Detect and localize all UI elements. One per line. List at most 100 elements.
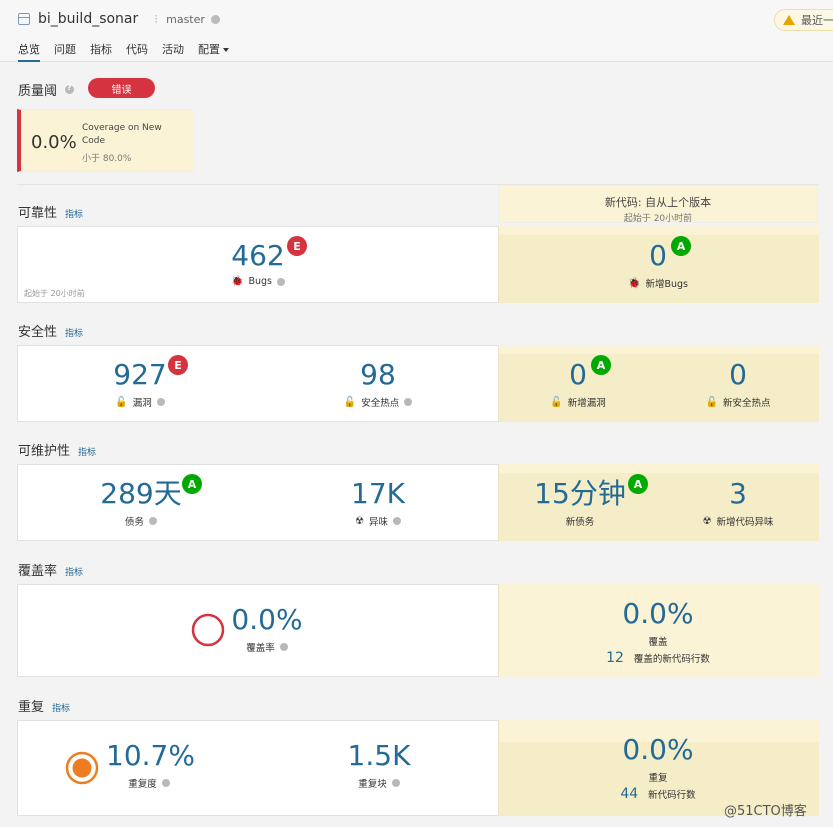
vulnerabilities-value[interactable]: 927 <box>113 358 167 391</box>
new-code-column <box>498 720 819 816</box>
new-bugs-metric[interactable]: 0 🐞 新增Bugs <box>608 239 708 291</box>
project-name[interactable]: bi_build_sonar <box>38 11 139 27</box>
new-bugs-rating[interactable]: A <box>671 236 691 256</box>
section-title-reliability: 可靠性 指标 <box>18 202 83 221</box>
duplications-bubble-ring <box>65 751 99 785</box>
duplication-density-label: 重复度 <box>128 779 157 790</box>
bugs-value[interactable]: 462 <box>231 239 285 272</box>
duplication-density-metric[interactable]: 10.7% 重复度 <box>106 739 195 791</box>
new-coverage-value[interactable]: 0.0% <box>622 597 694 630</box>
duplications-card: 10.7% 重复度 1.5K 重复块 0.0% 重复 44 新代码行数 <box>17 720 819 816</box>
new-vulnerabilities-value[interactable]: 0 <box>569 358 587 391</box>
security-card: 927 🔓 漏洞 E 98 🔓 安全热点 0 🔓 新增漏洞 A 0 🔓 新安全热点 <box>17 345 819 422</box>
coverage-value[interactable]: 0.0% <box>231 603 303 636</box>
code-smells-metric[interactable]: 17K ☢ 异味 <box>328 477 428 529</box>
new-code-smells-value[interactable]: 3 <box>729 477 747 510</box>
duplication-density-value[interactable]: 10.7% <box>106 739 195 772</box>
help-icon[interactable] <box>276 277 285 286</box>
bug-icon: 🐞 <box>231 276 244 287</box>
new-hotspots-value[interactable]: 0 <box>729 358 747 391</box>
reliability-title: 可靠性 <box>18 206 58 221</box>
coverage-title: 覆盖率 <box>18 564 58 579</box>
new-hotspots-label: 新安全热点 <box>722 398 771 409</box>
new-duplications-value[interactable]: 0.0% <box>622 733 694 766</box>
help-icon[interactable] <box>161 779 170 787</box>
help-icon[interactable] <box>149 517 157 525</box>
condition-threshold: 小于 80.0% <box>82 154 132 164</box>
new-vulnerabilities-metric[interactable]: 0 🔓 新增漏洞 <box>533 358 623 410</box>
tab-measures[interactable]: 指标 <box>90 43 112 56</box>
radiation-icon: ☢ <box>355 515 364 527</box>
bugs-metric[interactable]: 462 🐞 Bugs <box>216 241 300 287</box>
new-lines-value[interactable]: 44 <box>620 786 639 802</box>
vulnerabilities-metric[interactable]: 927 🔓 漏洞 <box>98 358 182 410</box>
new-debt-number: 15 <box>534 477 570 510</box>
tab-administration[interactable]: 配置 <box>198 41 229 62</box>
help-icon[interactable] <box>392 517 401 525</box>
condition-metric-name: Coverage on New Code <box>82 123 162 146</box>
debt-metric[interactable]: 289天 债务 <box>86 479 196 529</box>
divider <box>17 184 819 185</box>
bugs-rating[interactable]: E <box>287 236 307 256</box>
reliability-card: 462 🐞 Bugs E 起始于 20小时前 0 🐞 新增Bugs A <box>17 226 819 303</box>
tab-issues[interactable]: 问题 <box>54 43 76 56</box>
chevron-down-icon <box>223 48 229 52</box>
new-bugs-label: 新增Bugs <box>645 279 688 290</box>
code-smells-value[interactable]: 17K <box>351 477 405 510</box>
duplicated-blocks-value[interactable]: 1.5K <box>347 739 411 772</box>
quality-gate-condition[interactable]: 0.0% Coverage on New Code 小于 80.0% <box>17 109 194 172</box>
new-code-smells-metric[interactable]: 3 ☢ 新增代码异味 <box>678 477 798 529</box>
new-coverage-metric[interactable]: 0.0% 覆盖 12 覆盖的新代码行数 <box>578 597 738 667</box>
branch-name[interactable]: master <box>166 12 205 26</box>
maintainability-measures-link[interactable]: 指标 <box>78 448 97 458</box>
lock-icon: 🔓 <box>343 396 357 408</box>
quality-gate-label: 质量阈 <box>18 84 58 99</box>
tab-activity[interactable]: 活动 <box>162 43 184 56</box>
tab-overview[interactable]: 总览 <box>18 41 40 62</box>
branch-help-icon[interactable] <box>210 14 220 24</box>
new-debt-label: 新债务 <box>565 517 595 528</box>
coverage-measures-link[interactable]: 指标 <box>65 568 84 578</box>
security-title: 安全性 <box>18 325 58 340</box>
new-lines-to-cover-value[interactable]: 12 <box>606 650 624 666</box>
new-debt-value[interactable]: 15分钟 <box>520 479 640 509</box>
lock-icon: 🔓 <box>550 396 563 408</box>
vulnerabilities-label: 漏洞 <box>132 398 152 409</box>
lock-icon: 🔓 <box>115 396 128 408</box>
hotspots-value[interactable]: 98 <box>360 358 396 391</box>
duplications-title: 重复 <box>18 700 45 715</box>
new-bugs-value[interactable]: 0 <box>649 239 667 272</box>
coverage-card: 0.0% 覆盖率 0.0% 覆盖 12 覆盖的新代码行数 <box>17 584 819 677</box>
new-vulnerabilities-rating[interactable]: A <box>591 355 611 375</box>
duplicated-blocks-metric[interactable]: 1.5K 重复块 <box>334 739 424 791</box>
help-icon[interactable] <box>65 83 75 94</box>
reliability-measures-link[interactable]: 指标 <box>65 210 84 220</box>
new-lines-to-cover-label: 覆盖的新代码行数 <box>633 654 710 665</box>
warning-chip[interactable]: 最近一 <box>774 9 833 31</box>
duplications-measures-link[interactable]: 指标 <box>52 704 71 714</box>
security-measures-link[interactable]: 指标 <box>65 329 84 339</box>
repository-icon <box>18 13 30 25</box>
debt-value[interactable]: 289天 <box>86 479 196 509</box>
hotspots-metric[interactable]: 98 🔓 安全热点 <box>328 360 428 409</box>
new-duplications-metric[interactable]: 0.0% 重复 44 新代码行数 <box>578 733 738 803</box>
tab-code[interactable]: 代码 <box>126 43 148 56</box>
debt-rating[interactable]: A <box>182 474 202 494</box>
help-icon[interactable] <box>391 779 400 787</box>
bug-icon: 🐞 <box>628 277 641 289</box>
help-icon[interactable] <box>404 398 413 406</box>
new-debt-metric[interactable]: 15分钟 新债务 <box>520 479 640 529</box>
vulnerabilities-rating[interactable]: E <box>168 355 188 375</box>
quality-gate-status-badge: 错误 <box>88 78 155 98</box>
lock-icon: 🔓 <box>705 396 718 408</box>
reliability-since: 起始于 20小时前 <box>24 289 85 298</box>
help-icon[interactable] <box>156 398 165 406</box>
radiation-icon: ☢ <box>702 515 712 527</box>
new-code-column <box>498 345 819 422</box>
new-debt-rating[interactable]: A <box>628 474 648 494</box>
tab-administration-label: 配置 <box>198 43 220 56</box>
help-icon[interactable] <box>279 643 288 651</box>
new-hotspots-metric[interactable]: 0 🔓 新安全热点 <box>688 358 788 410</box>
coverage-metric[interactable]: 0.0% 覆盖率 <box>230 603 304 655</box>
duplications-bubble <box>65 751 99 785</box>
